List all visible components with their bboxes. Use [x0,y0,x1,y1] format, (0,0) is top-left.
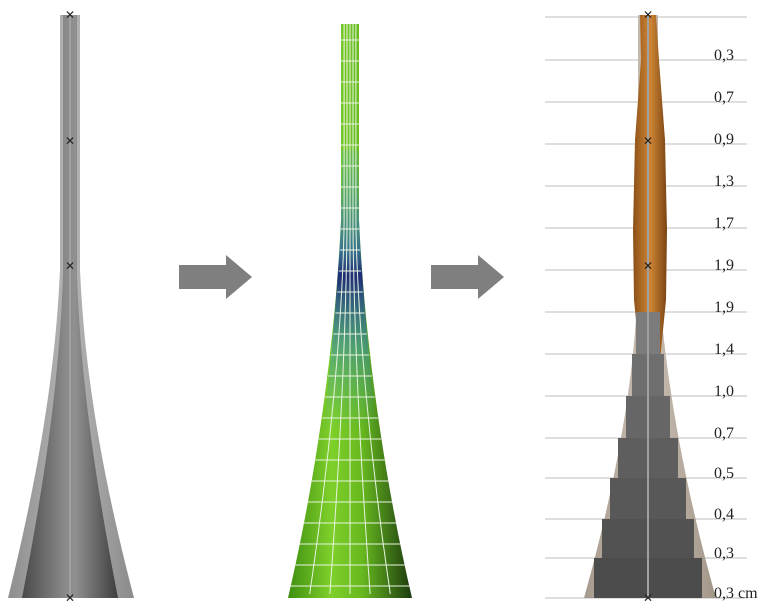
fea-mesh-tower [288,24,412,598]
thickness-label: 0,5 [714,465,734,482]
node-marker: ✕ [65,134,75,148]
thickness-label: 1,7 [714,215,734,232]
thickness-label: 1,3 [714,173,734,190]
thickness-label: 1,9 [714,257,734,274]
thickness-label: 1,9 [714,299,734,316]
mesh-meridian [309,24,345,595]
node-marker: ✕ [643,591,653,603]
mesh-meridian [329,24,348,595]
thickness-label: 0,3 [714,545,734,562]
thickness-label: 0,3 [714,47,734,64]
mesh-meridian [355,24,391,595]
node-marker: ✕ [643,259,653,273]
arrow-right-icon [179,255,252,299]
node-marker: ✕ [65,8,75,22]
mesh-grid [290,24,410,595]
node-marker: ✕ [65,591,75,603]
optimized-orange-core [633,15,667,400]
thickness-label: 0,9 [714,131,734,148]
thickness-label: 0,7 [714,89,734,106]
thickness-label: 0,4 [714,506,734,523]
thickness-label: 1,0 [714,383,734,400]
original-tower: ✕ ✕ ✕ ✕ [8,8,134,603]
thickness-label: 0,3 cm [714,585,758,602]
node-marker: ✕ [65,259,75,273]
optimized-tower: ✕ ✕ ✕ ✕ [545,8,747,603]
thickness-label: 0,7 [714,425,734,442]
node-marker: ✕ [643,8,653,22]
mesh-meridian [352,24,371,595]
thickness-label: 1,4 [714,341,734,358]
arrow-right-icon [431,255,504,299]
node-marker: ✕ [643,134,653,148]
